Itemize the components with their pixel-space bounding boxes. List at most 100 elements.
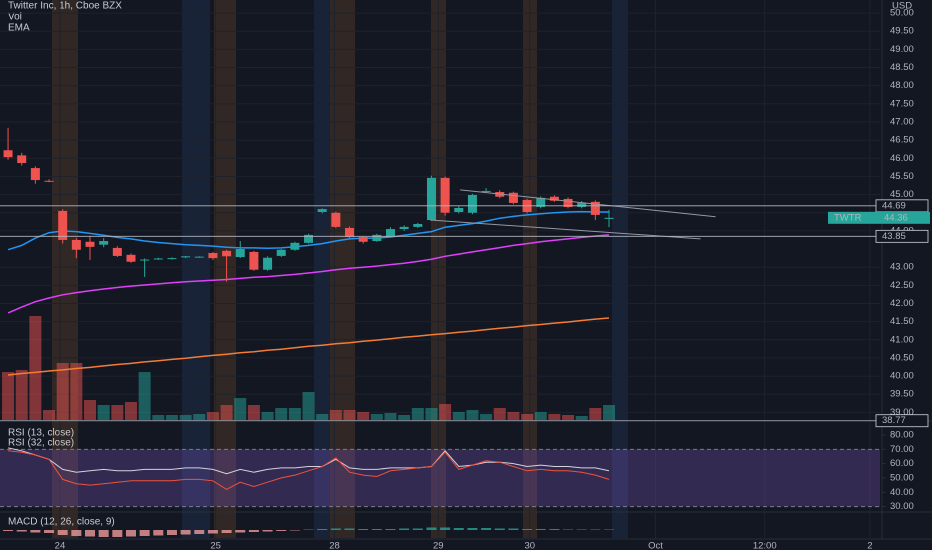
macd-bar — [535, 529, 546, 530]
y-tick-label: 48.00 — [890, 80, 914, 91]
y-tick-label: 45.50 — [890, 171, 914, 182]
rsi-label: RSI (32, close) — [8, 438, 74, 449]
volume-bar — [138, 372, 151, 420]
x-tick-label: 12:00 — [753, 541, 777, 550]
macd-bar — [590, 529, 601, 530]
candle-body — [413, 223, 423, 227]
y-tick-label: 42.00 — [890, 298, 914, 309]
volume-bar — [2, 372, 15, 420]
y-tick-label: 48.50 — [890, 62, 914, 73]
volume-bar — [111, 405, 124, 420]
volume-bar — [165, 415, 178, 420]
y-tick-label: 46.50 — [890, 135, 914, 146]
candle-body — [454, 208, 464, 212]
rsi-tick-label: 40.00 — [890, 487, 914, 498]
candle-body — [290, 242, 300, 250]
rsi-line — [7, 447, 610, 475]
volume-bar — [480, 414, 493, 420]
candle-body — [167, 258, 177, 260]
price-label-box — [875, 414, 929, 428]
volume-bar — [493, 408, 506, 420]
volume-bar — [288, 408, 301, 420]
y-tick-label: 42.50 — [890, 280, 914, 291]
rsi-label: RSI (13, close) — [8, 428, 74, 439]
x-tick-label: Oct — [648, 541, 663, 550]
macd-bar — [317, 529, 328, 530]
y-tick-label: 41.00 — [890, 334, 914, 345]
candle-body — [604, 217, 614, 219]
y-tick-label: 40.00 — [890, 371, 914, 382]
y-tick-label: 43.00 — [890, 262, 914, 273]
ema-line — [7, 234, 610, 314]
macd-bar — [289, 530, 300, 531]
volume-bar — [261, 412, 274, 420]
candle-body — [563, 198, 573, 207]
volume-bar — [29, 316, 42, 420]
volume-bar — [425, 408, 438, 420]
candle-body — [263, 257, 273, 270]
macd-bar — [440, 527, 451, 530]
candle-body — [58, 210, 68, 240]
y-tick-label: 41.50 — [890, 316, 914, 327]
macd-bar — [16, 530, 27, 532]
rsi-band — [0, 449, 880, 507]
candle-body — [317, 209, 327, 212]
macd-bar — [125, 530, 136, 537]
macd-bar — [399, 528, 410, 530]
candle-body — [71, 239, 81, 250]
candle-body — [536, 197, 546, 207]
band — [182, 0, 210, 538]
macd-bar — [30, 530, 41, 533]
volume-bar — [220, 405, 233, 420]
macd-label: MACD (12, 26, close, 9) — [8, 517, 115, 528]
macd-bar — [453, 528, 464, 530]
rsi-tick-label: 60.00 — [890, 458, 914, 469]
band — [612, 0, 628, 538]
candle-body — [399, 226, 409, 230]
y-tick-label: 47.00 — [890, 116, 914, 127]
macd-bar — [85, 530, 96, 537]
volume-bar — [70, 363, 83, 420]
volume-bar — [206, 412, 219, 420]
ema-line — [8, 317, 610, 376]
candle-body — [194, 256, 204, 258]
currency: USD — [892, 1, 912, 12]
candle-body — [44, 180, 54, 182]
last-price-box — [828, 211, 878, 224]
candle-body — [508, 192, 518, 203]
x-tick-label: 24 — [55, 541, 66, 550]
trend-line — [430, 219, 701, 240]
volume-bar — [357, 412, 370, 420]
macd-bar — [563, 529, 574, 530]
price-label: 43.85 — [882, 231, 906, 242]
macd-bar — [221, 530, 232, 533]
macd-bar — [330, 528, 341, 530]
volume-bar — [275, 408, 288, 420]
macd-bar — [207, 530, 218, 534]
candle-body — [99, 241, 109, 245]
volume-bar — [247, 405, 260, 420]
volume-bar — [56, 363, 69, 420]
macd-bar — [358, 529, 369, 530]
volume-bar — [84, 400, 97, 420]
y-tick-label: 40.50 — [890, 352, 914, 363]
macd-bar — [344, 528, 355, 530]
x-tick-label: 25 — [210, 541, 221, 550]
x-tick-label: 28 — [329, 541, 340, 550]
volume-bar — [179, 415, 192, 420]
candle-body — [345, 227, 355, 238]
volume-bar — [370, 414, 383, 420]
candle-body — [222, 250, 232, 257]
trend-line — [460, 189, 716, 218]
macd-bar — [522, 529, 533, 530]
macd-bar — [508, 528, 519, 530]
macd-bar — [57, 530, 68, 535]
macd-bar — [385, 529, 396, 530]
macd-bar — [303, 529, 314, 530]
volume-bar — [507, 412, 520, 420]
band — [214, 0, 236, 538]
volume-bar — [193, 414, 206, 420]
candle-body — [249, 251, 259, 270]
